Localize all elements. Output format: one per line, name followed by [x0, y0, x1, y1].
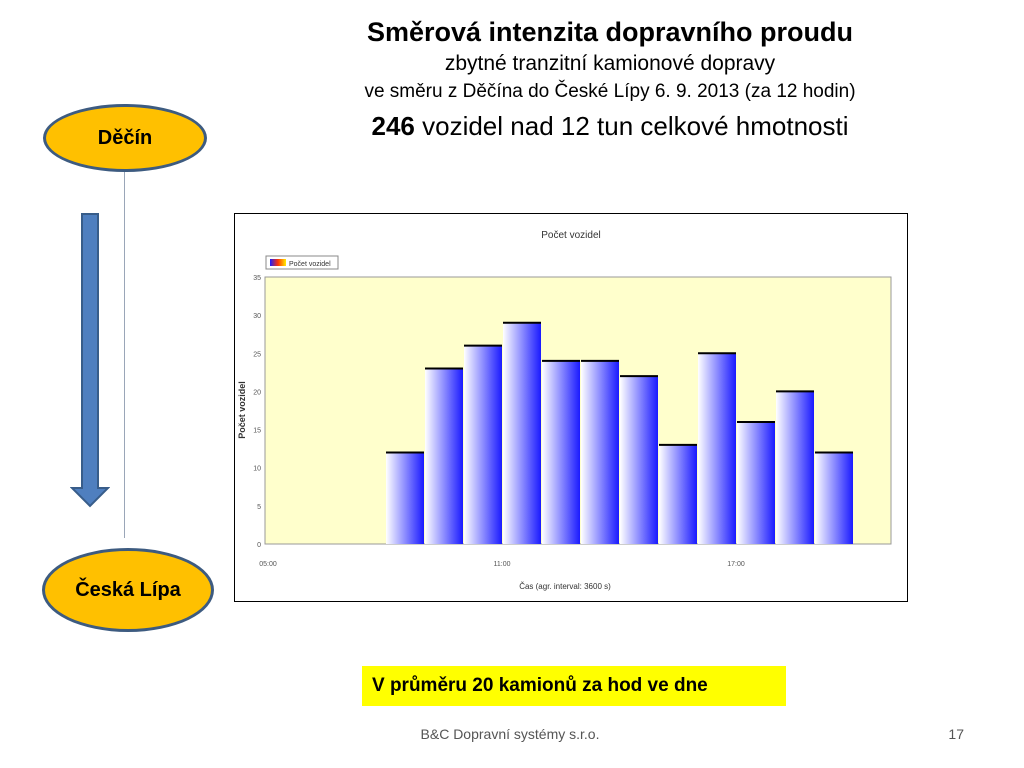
x-tick-label: 05:00	[259, 561, 277, 568]
y-tick-label: 10	[253, 466, 261, 473]
destination-city-badge: Česká Lípa	[42, 548, 214, 632]
bar-1200	[620, 376, 658, 544]
chart-title: Počet vozidel	[541, 230, 600, 241]
page-title: Směrová intenzita dopravního proudu	[366, 17, 854, 47]
x-tick-label: 17:00	[727, 561, 745, 568]
legend-swatch	[270, 259, 286, 266]
origin-city-label: Děčín	[97, 126, 153, 149]
y-tick-label: 5	[257, 504, 261, 511]
vehicle-count-text: vozidel nad 12 tun celkové hmotnosti	[414, 111, 849, 141]
down-arrow-icon	[70, 213, 110, 508]
bar-1600	[776, 391, 814, 544]
title-block: Směrová intenzita dopravního proudu zbyt…	[300, 14, 920, 146]
x-axis-label: Čas (agr. interval: 3600 s)	[519, 582, 611, 591]
footer-company: B&C Dopravní systémy s.r.o.	[420, 726, 600, 742]
bar-1700	[815, 452, 853, 544]
chart-frame: Počet vozidel Počet vozidel Počet vozide…	[234, 213, 908, 602]
y-tick-label: 20	[253, 389, 261, 396]
bars	[386, 321, 853, 544]
bar-1000	[542, 360, 580, 544]
subtitle-direction: ve směru z Děčína do České Lípy 6. 9. 20…	[364, 81, 856, 102]
destination-city-label: Česká Lípa	[75, 578, 181, 601]
y-tick-label: 35	[253, 275, 261, 282]
vehicle-count-line: 246 vozidel nad 12 tun celkové hmotnosti	[300, 106, 920, 146]
y-tick-label: 15	[253, 428, 261, 435]
bar-1500	[737, 421, 775, 544]
bar-1100	[581, 360, 619, 544]
y-tick-label: 30	[253, 313, 261, 320]
bar-0800	[464, 345, 502, 544]
y-axis-label: Počet vozidel	[237, 381, 247, 439]
bar-0600	[386, 452, 424, 544]
bar-1300	[659, 444, 697, 544]
bar-chart: Počet vozidel Počet vozidel Počet vozide…	[237, 230, 892, 591]
x-tick-label: 11:00	[494, 561, 511, 568]
y-ticks: 0 5 10 15 20 25 30 35	[253, 275, 261, 549]
y-tick-label: 25	[253, 351, 261, 358]
bar-0900	[503, 322, 541, 544]
y-tick-label: 0	[257, 542, 261, 549]
average-note: V průměru 20 kamionů za hod ve dne	[362, 666, 786, 706]
bar-1400	[698, 353, 736, 544]
vehicle-count-value: 246	[371, 111, 415, 141]
page-number: 17	[948, 726, 964, 742]
origin-city-badge: Děčín	[43, 104, 207, 172]
route-line	[124, 170, 125, 538]
subtitle-transit: zbytné tranzitní kamionové dopravy	[444, 52, 776, 75]
bar-0700	[425, 368, 463, 544]
legend-label: Počet vozidel	[289, 261, 331, 268]
legend: Počet vozidel	[265, 255, 339, 270]
x-ticks: 05:00 11:00 17:00	[259, 561, 745, 568]
